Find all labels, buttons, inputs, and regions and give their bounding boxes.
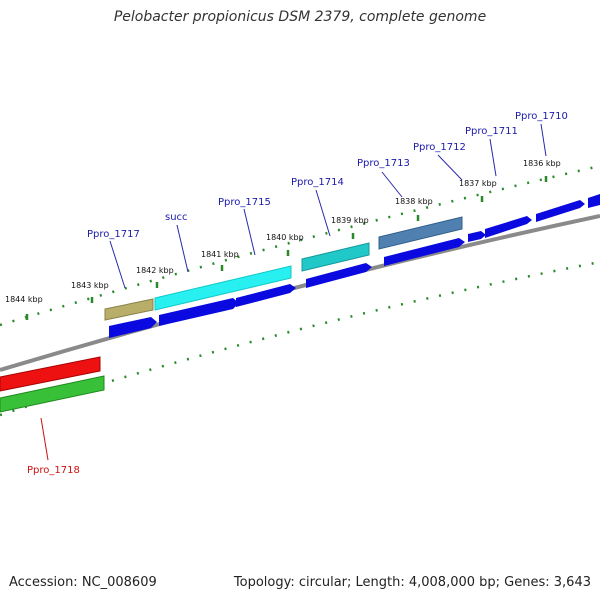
- kbp-label: 1840 kbp: [266, 233, 304, 242]
- kbp-label: 1837 kbp: [459, 179, 497, 188]
- gene-label: Ppro_1715: [218, 197, 271, 208]
- gene-ppro-1718: [0, 356, 101, 392]
- gene-ppro-1713: [378, 216, 463, 250]
- gene-ppro-1717: [104, 298, 154, 321]
- gene-label: succ: [165, 212, 188, 223]
- map-title: Pelobacter propionicus DSM 2379, complet…: [113, 9, 487, 25]
- cds-arrow: [109, 317, 157, 338]
- cds-arrow: [384, 238, 465, 266]
- kbp-label: 1844 kbp: [5, 295, 43, 304]
- cds-arrow: [159, 298, 239, 326]
- cds-arrow: [536, 200, 585, 222]
- cds-reverse: [0, 375, 105, 413]
- gene-label: Ppro_1710: [515, 111, 568, 122]
- cds-arrow: [236, 284, 296, 307]
- leader-line: [437, 154, 463, 181]
- cds-arrow: [468, 231, 486, 242]
- leader-line: [381, 171, 403, 198]
- leader-line: [489, 138, 497, 177]
- kbp-label: 1841 kbp: [201, 250, 239, 259]
- gene-ppro-1714: [301, 242, 370, 272]
- major-ticks: [25, 176, 548, 320]
- gene-label-ppro-1718: Ppro_1718: [27, 465, 80, 476]
- leader-line: [540, 123, 547, 157]
- upper-tick-ring: [0, 164, 600, 327]
- kbp-label: 1838 kbp: [395, 197, 433, 206]
- kbp-label: 1839 kbp: [331, 216, 369, 225]
- gene-label: Ppro_1714: [291, 177, 344, 188]
- leader-line: [315, 189, 331, 237]
- leader-line: [40, 417, 49, 461]
- accession-label: Accession: NC_008609: [9, 575, 157, 590]
- kbp-label: 1842 kbp: [136, 266, 174, 275]
- kbp-label: 1836 kbp: [523, 159, 561, 168]
- lower-tick-ring: [0, 260, 600, 417]
- leader-line: [176, 224, 189, 273]
- gene-succ: [154, 265, 292, 311]
- topology-label: Topology: circular; Length: 4,008,000 bp…: [233, 575, 591, 590]
- leader-line: [109, 240, 126, 289]
- gene-label: Ppro_1711: [465, 126, 518, 137]
- gene-label: Ppro_1713: [357, 158, 410, 169]
- cds-arrow: [588, 194, 600, 208]
- cds-arrow: [485, 216, 532, 238]
- cds-arrow: [306, 263, 372, 288]
- kbp-label: 1843 kbp: [71, 281, 109, 290]
- genome-backbone: [0, 214, 600, 372]
- gene-label: Ppro_1717: [87, 229, 140, 240]
- gene-label: Ppro_1712: [413, 142, 466, 153]
- cds-forward-arrows: [109, 194, 600, 338]
- leader-line: [243, 208, 256, 256]
